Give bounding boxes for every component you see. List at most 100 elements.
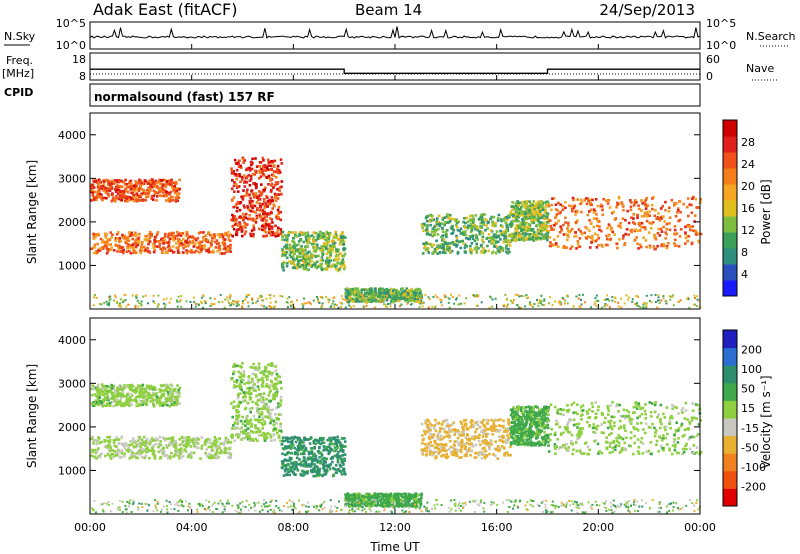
data-cell	[242, 373, 246, 377]
data-cell	[270, 188, 273, 192]
data-cell	[204, 234, 207, 238]
data-cell	[633, 201, 637, 204]
data-cell	[106, 445, 110, 448]
data-cell	[117, 442, 121, 445]
data-cell	[621, 204, 624, 207]
data-cell	[210, 302, 213, 305]
data-cell	[203, 300, 206, 303]
data-cell	[454, 219, 457, 223]
data-cell	[339, 266, 342, 270]
data-cell	[181, 455, 185, 458]
data-cell	[104, 444, 108, 448]
data-cell	[98, 195, 101, 198]
data-cell	[490, 215, 493, 219]
data-cell	[455, 298, 457, 301]
data-cell	[334, 265, 337, 268]
data-cell	[617, 224, 620, 228]
data-cell	[274, 394, 277, 398]
data-cell	[372, 292, 376, 296]
data-cell	[456, 243, 459, 247]
data-cell	[347, 289, 351, 292]
data-cell	[114, 400, 117, 403]
data-cell	[389, 292, 393, 295]
data-cell	[248, 193, 251, 197]
data-cell	[205, 438, 209, 442]
data-cell	[421, 252, 425, 255]
data-cell	[438, 222, 441, 226]
data-cell	[227, 231, 230, 234]
data-cell	[574, 231, 577, 234]
data-cell	[279, 439, 282, 443]
data-cell	[283, 245, 286, 249]
data-cell	[175, 444, 178, 447]
data-cell	[313, 261, 316, 265]
data-cell	[183, 439, 187, 443]
data-cell	[236, 421, 239, 425]
data-cell	[106, 240, 109, 244]
data-cell	[239, 226, 243, 229]
data-cell	[177, 251, 180, 254]
data-cell	[672, 294, 675, 297]
data-cell	[544, 209, 547, 213]
data-cell	[664, 237, 667, 240]
data-cell	[223, 252, 226, 255]
data-cell	[585, 237, 588, 240]
data-cell	[188, 250, 191, 253]
data-cell	[543, 221, 546, 225]
data-cell	[245, 175, 249, 179]
data-cell	[175, 403, 178, 406]
data-cell	[348, 293, 351, 296]
data-cell	[325, 247, 328, 251]
data-cell	[143, 238, 147, 241]
data-cell	[156, 401, 159, 405]
data-cell	[326, 256, 329, 260]
data-cell	[233, 380, 236, 383]
data-cell	[273, 159, 277, 163]
data-cell	[174, 454, 177, 457]
data-cell	[632, 213, 636, 216]
data-cell	[270, 178, 274, 181]
data-cell	[105, 178, 108, 182]
data-cell	[312, 299, 315, 302]
data-cell	[475, 251, 479, 254]
data-cell	[487, 249, 490, 253]
data-cell	[445, 221, 449, 225]
data-cell	[352, 301, 355, 303]
data-cell	[527, 222, 531, 226]
data-cell	[118, 456, 122, 459]
data-cell	[265, 165, 269, 168]
data-cell	[515, 230, 519, 233]
data-cell	[123, 236, 127, 239]
data-cell	[458, 294, 461, 297]
data-cell	[140, 187, 144, 191]
data-cell	[277, 168, 281, 172]
data-cell	[241, 378, 244, 382]
data-cell	[126, 403, 130, 406]
data-cell	[241, 198, 245, 201]
data-cell	[674, 202, 677, 206]
data-cell	[382, 288, 385, 292]
data-cell	[656, 306, 659, 309]
beam-label: Beam 14	[355, 1, 422, 19]
data-cell	[342, 236, 345, 239]
data-cell	[521, 210, 525, 213]
data-cell	[260, 383, 264, 387]
data-cell	[176, 193, 180, 196]
data-cell	[594, 239, 597, 243]
data-cell	[260, 191, 264, 194]
data-cell	[621, 217, 625, 220]
data-cell	[335, 268, 338, 271]
data-cell	[465, 216, 469, 220]
data-cell	[648, 221, 651, 225]
data-cell	[290, 262, 293, 265]
data-cell	[161, 183, 165, 186]
data-cell	[110, 397, 113, 401]
data-cell	[518, 236, 521, 239]
data-cell	[260, 294, 263, 297]
data-cell	[96, 439, 100, 443]
data-cell	[223, 245, 227, 249]
data-cell	[145, 238, 148, 241]
data-cell	[124, 178, 127, 182]
data-cell	[217, 246, 221, 249]
data-cell	[327, 298, 329, 301]
